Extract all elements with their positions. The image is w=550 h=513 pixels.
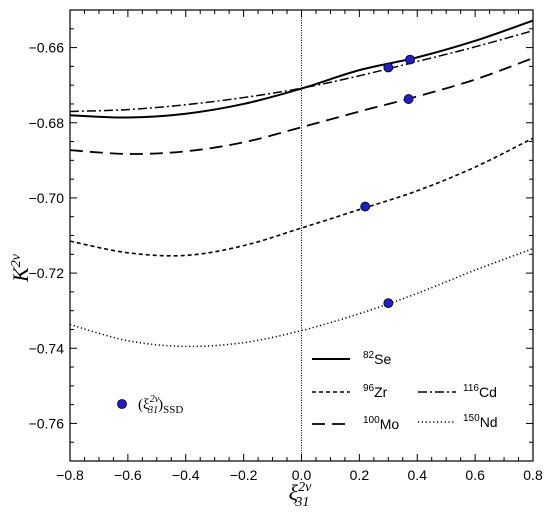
x-axis-label: ξ2ν 31	[289, 480, 312, 510]
x-tick-label: 0.8	[523, 467, 543, 483]
legend: 82Se 96Zr 100Mo 116Cd 150Nd (ξ2ν 31)SSD	[117, 350, 498, 432]
legend-swatch-ssd	[117, 399, 127, 409]
legend-label-nd: 150Nd	[463, 413, 498, 430]
ssd-points	[360, 54, 415, 309]
x-tick-label: 0.0	[292, 467, 312, 483]
ssd-point	[405, 54, 415, 65]
legend-label-se: 82Se	[363, 350, 391, 367]
y-axis-label: K2ν	[8, 253, 33, 283]
series-lines	[69, 19, 534, 348]
y-tick-label: −0.74	[29, 340, 65, 356]
y-tick-label: −0.68	[29, 115, 65, 131]
series-line-zr96	[69, 137, 534, 257]
x-tick-label: −0.6	[114, 467, 142, 483]
ssd-point	[383, 62, 394, 73]
series-line-nd150	[69, 247, 534, 348]
y-tick-label: −0.76	[29, 415, 65, 431]
y-tick-label: −0.72	[29, 265, 65, 281]
x-tick-label: −0.4	[172, 467, 200, 483]
y-tick-label: −0.66	[29, 40, 65, 56]
series-line-mo100	[69, 57, 534, 155]
series-line-cd116	[69, 29, 534, 113]
axis-ticks: −0.8 −0.6 −0.4 −0.2 0.0 0.2 0.4 0.6 0.8 −0.76 −0.7…	[29, 9, 543, 483]
y-tick-label: −0.70	[29, 190, 65, 206]
ssd-point	[403, 94, 414, 104]
x-tick-label: 0.4	[408, 467, 428, 483]
x-tick-label: −0.2	[230, 467, 258, 483]
ssd-point	[360, 201, 371, 212]
x-tick-label: −0.8	[56, 467, 84, 483]
ssd-point	[383, 298, 394, 309]
series-line-se82	[69, 19, 534, 119]
legend-label-ssd: (ξ2ν 31)SSD	[138, 394, 183, 416]
legend-label-cd: 116Cd	[463, 383, 497, 400]
x-tick-label: 0.2	[350, 467, 370, 483]
legend-label-mo: 100Mo	[363, 415, 399, 432]
legend-label-zr: 96Zr	[363, 383, 388, 400]
x-tick-label: 0.6	[465, 467, 485, 483]
